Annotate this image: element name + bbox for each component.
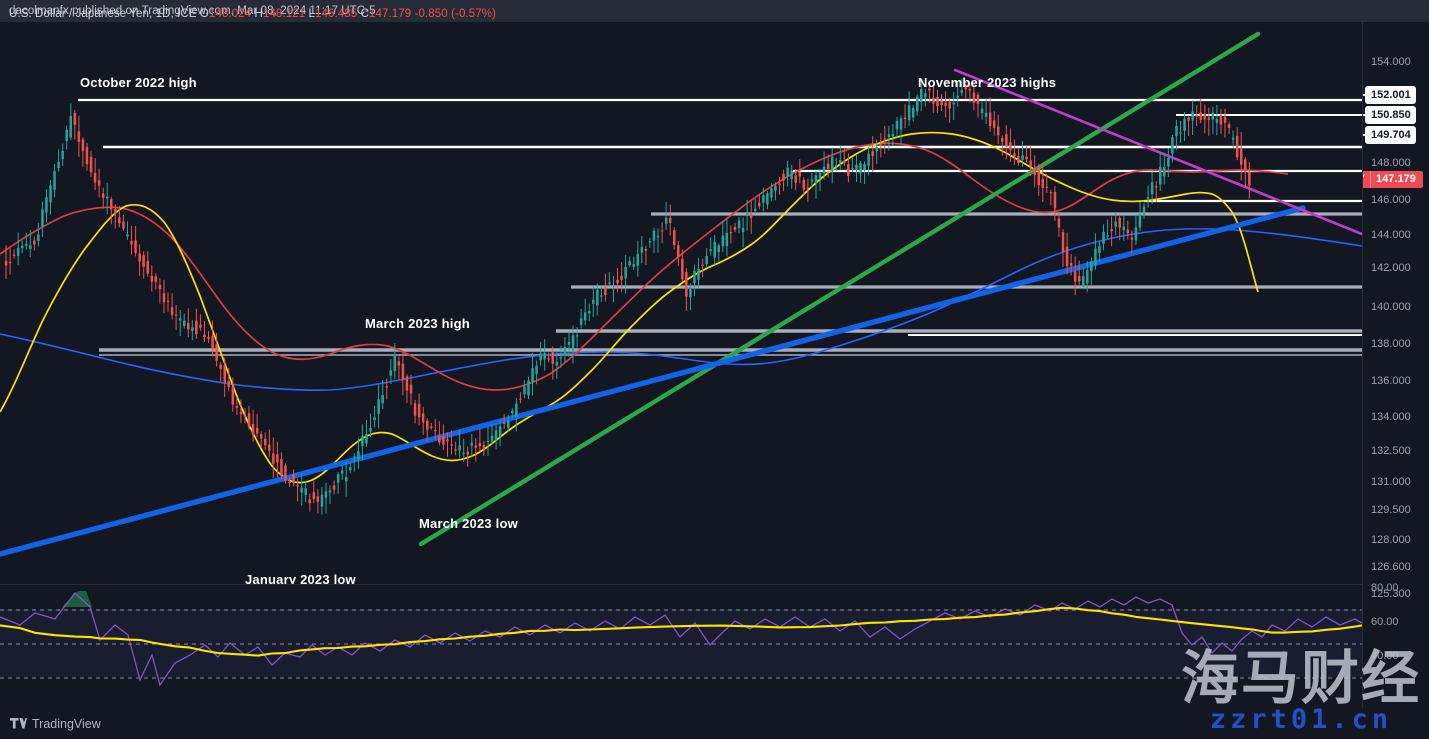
legend-open-label: O — [199, 8, 209, 20]
rsi-axis-tick: 80.00 — [1371, 582, 1399, 594]
price-axis-tick: 128.000 — [1371, 534, 1411, 546]
chart-annotation-label[interactable]: March 2023 low — [419, 516, 518, 531]
ma-fast-yellow — [0, 131, 1259, 484]
price-axis-level-pill[interactable]: 149.704 — [1366, 127, 1415, 143]
price-axis-tick: 131.000 — [1371, 476, 1411, 488]
price-axis-tick: 138.000 — [1371, 338, 1411, 350]
legend-symbol[interactable]: U.S. Dollar / Japanese Yen, 1D, ICE — [9, 8, 197, 20]
chart-frame[interactable]: October 2022 high November 2023 highs Marc… — [0, 22, 1429, 730]
price-axis-tick: 125.300 — [1371, 588, 1411, 600]
legend-open-value: 148.024 — [208, 8, 252, 20]
price-axis-level-pill[interactable]: 150.850 — [1366, 107, 1415, 123]
price-axis-pill-connector — [1363, 94, 1367, 96]
tradingview-mark-icon — [10, 718, 27, 729]
price-axis-tick: 140.000 — [1371, 301, 1411, 313]
legend-change-pct: (-0.57%) — [451, 8, 496, 20]
price-axis-tick: 148.000 — [1371, 157, 1411, 169]
legend-low-value: 146.485 — [315, 8, 358, 20]
price-axis-tick: 146.000 — [1371, 194, 1411, 206]
rsi-line-series — [0, 592, 1362, 687]
price-axis-tick: 154.000 — [1371, 56, 1411, 68]
rsi-chart-svg — [0, 591, 1362, 687]
price-pane[interactable]: October 2022 high November 2023 highs Marc… — [0, 22, 1362, 584]
price-axis-level-pill[interactable]: 152.001 — [1366, 87, 1415, 103]
price-axis-tick: 134.000 — [1371, 411, 1411, 423]
last-price-badge[interactable]: USDJPY147.179 — [1363, 171, 1423, 188]
legend-close-label: C — [360, 8, 369, 20]
chart-annotation-label[interactable]: March 2023 high — [365, 316, 470, 331]
rsi-axis-tick: 40.00 — [1371, 650, 1399, 662]
price-chart-svg — [0, 31, 1362, 557]
legend-high-label: H — [254, 8, 263, 20]
trendline-blue — [0, 205, 1306, 557]
price-axis-tick: 132.500 — [1371, 445, 1411, 457]
chart-annotation-label[interactable]: November 2023 highs — [918, 75, 1057, 90]
sr-rays — [78, 98, 1362, 356]
ma-mid-red — [0, 142, 1289, 391]
pane-divider — [0, 584, 1362, 585]
rsi-band — [0, 609, 1362, 677]
price-axis-tick: 144.000 — [1371, 229, 1411, 241]
publish-text: dacolmanfx published on TradingView.com,… — [9, 5, 376, 17]
last-price-ticker: USDJPY — [1363, 171, 1370, 188]
price-axis-tick: 142.000 — [1371, 262, 1411, 274]
trendline-green — [418, 31, 1261, 547]
publish-header: dacolmanfx published on TradingView.com,… — [0, 0, 1429, 22]
chart-annotation-label[interactable]: October 2022 high — [80, 75, 197, 90]
rsi-ma-series — [0, 606, 1362, 657]
legend-change: -0.850 — [414, 8, 448, 20]
chart-annotation-label[interactable]: January 2023 low — [245, 572, 356, 584]
tradingview-brand-label: TradingView — [32, 716, 101, 731]
price-axis-tick: 129.500 — [1371, 504, 1411, 516]
price-axis-tick: 126.600 — [1371, 561, 1411, 573]
legend-high-value: 148.121 — [262, 8, 306, 20]
candlestick-series — [4, 78, 1251, 515]
tradingview-logo[interactable]: TradingView — [10, 717, 101, 731]
price-axis[interactable]: 154.000 148.000 146.000 144.000 142.000 140.0… — [1362, 22, 1429, 708]
rsi-pane[interactable] — [0, 585, 1362, 709]
legend-close-value: 147.179 — [369, 8, 412, 20]
last-price-value: 147.179 — [1370, 171, 1423, 188]
rsi-axis-tick: 60.00 — [1371, 616, 1399, 628]
legend-low-label: L — [308, 8, 316, 20]
chart-legend[interactable]: U.S. Dollar / Japanese Yen, 1D, ICE O148… — [9, 8, 496, 20]
trendline-magenta — [953, 68, 1362, 236]
bottom-bar: TradingView — [0, 708, 1429, 739]
price-axis-pill-connector — [1363, 134, 1367, 136]
price-axis-pill-connector — [1363, 114, 1367, 116]
price-axis-tick: 136.000 — [1371, 375, 1411, 387]
